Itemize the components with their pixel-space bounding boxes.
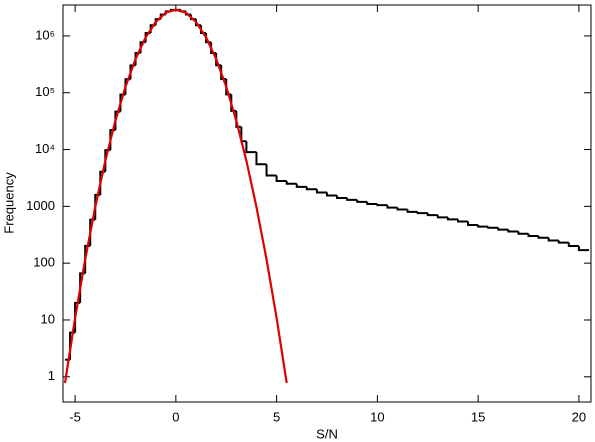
- histogram-step: [376, 204, 388, 207]
- histogram-step: [467, 221, 479, 226]
- y-tick-label: 1: [48, 368, 55, 383]
- histogram-step: [245, 141, 257, 154]
- x-axis-label: S/N: [316, 426, 338, 441]
- histogram-step: [305, 186, 317, 191]
- x-tick-label: -5: [69, 409, 81, 424]
- x-tick-label: 20: [572, 409, 586, 424]
- histogram-step: [255, 152, 267, 166]
- histogram-step: [527, 233, 539, 238]
- y-tick-label: 10: [41, 311, 55, 326]
- histogram-step: [366, 201, 378, 205]
- histogram-step: [326, 192, 338, 197]
- histogram-step: [567, 242, 579, 248]
- histogram-step: [446, 217, 458, 221]
- histogram-step: [240, 126, 247, 143]
- x-tick-label: 5: [273, 409, 280, 424]
- histogram-step: [436, 215, 448, 219]
- histogram-step: [356, 199, 368, 203]
- fit-curve: [63, 8, 288, 384]
- y-tick-label: 10⁵: [35, 84, 55, 99]
- x-tick-label: 15: [471, 409, 485, 424]
- plot-frame: [62, 4, 592, 403]
- y-tick-label: 10⁶: [35, 27, 55, 42]
- histogram-step: [336, 195, 348, 200]
- histogram-step: [577, 246, 589, 252]
- histogram-step: [497, 227, 509, 231]
- histogram-step: [235, 110, 242, 128]
- histogram-step: [295, 183, 307, 188]
- y-tick-label: 1000: [26, 198, 55, 213]
- histogram-step: [456, 219, 469, 223]
- histogram-step: [557, 240, 569, 244]
- y-tick-label: 100: [33, 255, 55, 270]
- histogram-step: [315, 189, 327, 194]
- histogram-step: [537, 236, 549, 239]
- x-tick-label: 10: [370, 409, 384, 424]
- histogram-step: [406, 209, 418, 213]
- histogram-step: [416, 211, 428, 215]
- histogram-step: [517, 231, 529, 235]
- y-axis-label: Frequency: [1, 172, 16, 234]
- histogram-step: [477, 224, 489, 228]
- y-tick-label: 10⁴: [35, 141, 55, 156]
- histogram-step: [275, 175, 287, 182]
- histogram-step: [426, 213, 438, 217]
- histogram-step: [396, 207, 408, 211]
- histogram-step: [507, 229, 519, 233]
- histogram-step: [386, 205, 398, 209]
- histogram-step: [547, 237, 559, 242]
- histogram-step: [346, 198, 358, 201]
- histogram-step: [487, 226, 499, 229]
- x-tick-label: 0: [172, 409, 179, 424]
- histogram-step: [285, 180, 297, 185]
- histogram-step: [265, 164, 277, 177]
